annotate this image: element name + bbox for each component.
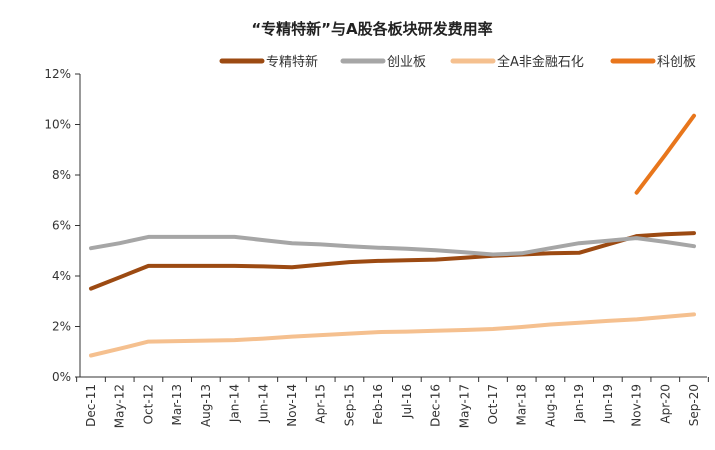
x-tick-label: Jun-19 bbox=[601, 384, 615, 423]
y-tick-label: 10% bbox=[44, 118, 71, 132]
x-axis: Dec-11 May-12 Oct-12 Mar-13 Aug-13 Jan-14 Jun-… bbox=[76, 376, 709, 428]
x-tick-label: Apr-15 bbox=[314, 384, 328, 424]
x-tick-label: Oct-12 bbox=[141, 384, 155, 424]
y-tick-label: 0% bbox=[52, 370, 71, 384]
x-tick-label: Feb-16 bbox=[371, 384, 385, 425]
series-line-3 bbox=[634, 113, 696, 195]
x-tick-label: Mar-18 bbox=[515, 384, 529, 425]
y-tick-label: 6% bbox=[52, 219, 71, 233]
x-tick-label: Nov-19 bbox=[630, 384, 644, 427]
x-tick-label: Apr-20 bbox=[658, 384, 672, 424]
x-tick-label: Nov-14 bbox=[285, 384, 299, 427]
x-tick-label: Dec-11 bbox=[84, 384, 98, 427]
legend-label-1: 创业板 bbox=[387, 55, 426, 70]
chart-title: “专精特新”与A股各板块研发费用率 bbox=[251, 20, 492, 38]
series-line-2 bbox=[89, 312, 696, 358]
legend-label-2: 全A非金融石化 bbox=[497, 54, 584, 70]
x-tick-label: Mar-13 bbox=[170, 384, 184, 425]
x-tick-label: Jun-14 bbox=[256, 384, 270, 423]
x-tick-label: May-12 bbox=[113, 384, 127, 428]
x-tick-label: Sep-15 bbox=[342, 384, 356, 426]
legend-label-0: 专精特新 bbox=[266, 54, 318, 70]
x-tick-label: Aug-13 bbox=[199, 384, 213, 427]
x-tick-label: Oct-17 bbox=[486, 384, 500, 424]
x-tick-label: Jan-14 bbox=[228, 384, 242, 423]
y-tick-label: 2% bbox=[52, 320, 71, 334]
series-line-1 bbox=[89, 234, 696, 257]
x-tick-label: Sep-20 bbox=[687, 384, 701, 426]
plot-area bbox=[89, 113, 696, 358]
x-tick-label: Jul-16 bbox=[400, 384, 414, 419]
legend: 专精特新 创业板 全A非金融石化 科创板 bbox=[219, 54, 696, 70]
y-tick-label: 8% bbox=[52, 168, 71, 182]
x-tick-label: Aug-18 bbox=[543, 384, 557, 427]
series-line-0 bbox=[89, 231, 696, 291]
y-tick-label: 12% bbox=[44, 67, 71, 81]
y-tick-label: 4% bbox=[52, 269, 71, 283]
legend-label-3: 科创板 bbox=[657, 55, 696, 70]
y-axis: 0% 2% 4% 6% 8% 10% 12% bbox=[44, 67, 81, 384]
x-tick-label: May-17 bbox=[457, 384, 471, 428]
x-tick-label: Dec-16 bbox=[429, 384, 443, 427]
x-tick-label: Jan-19 bbox=[572, 384, 586, 423]
